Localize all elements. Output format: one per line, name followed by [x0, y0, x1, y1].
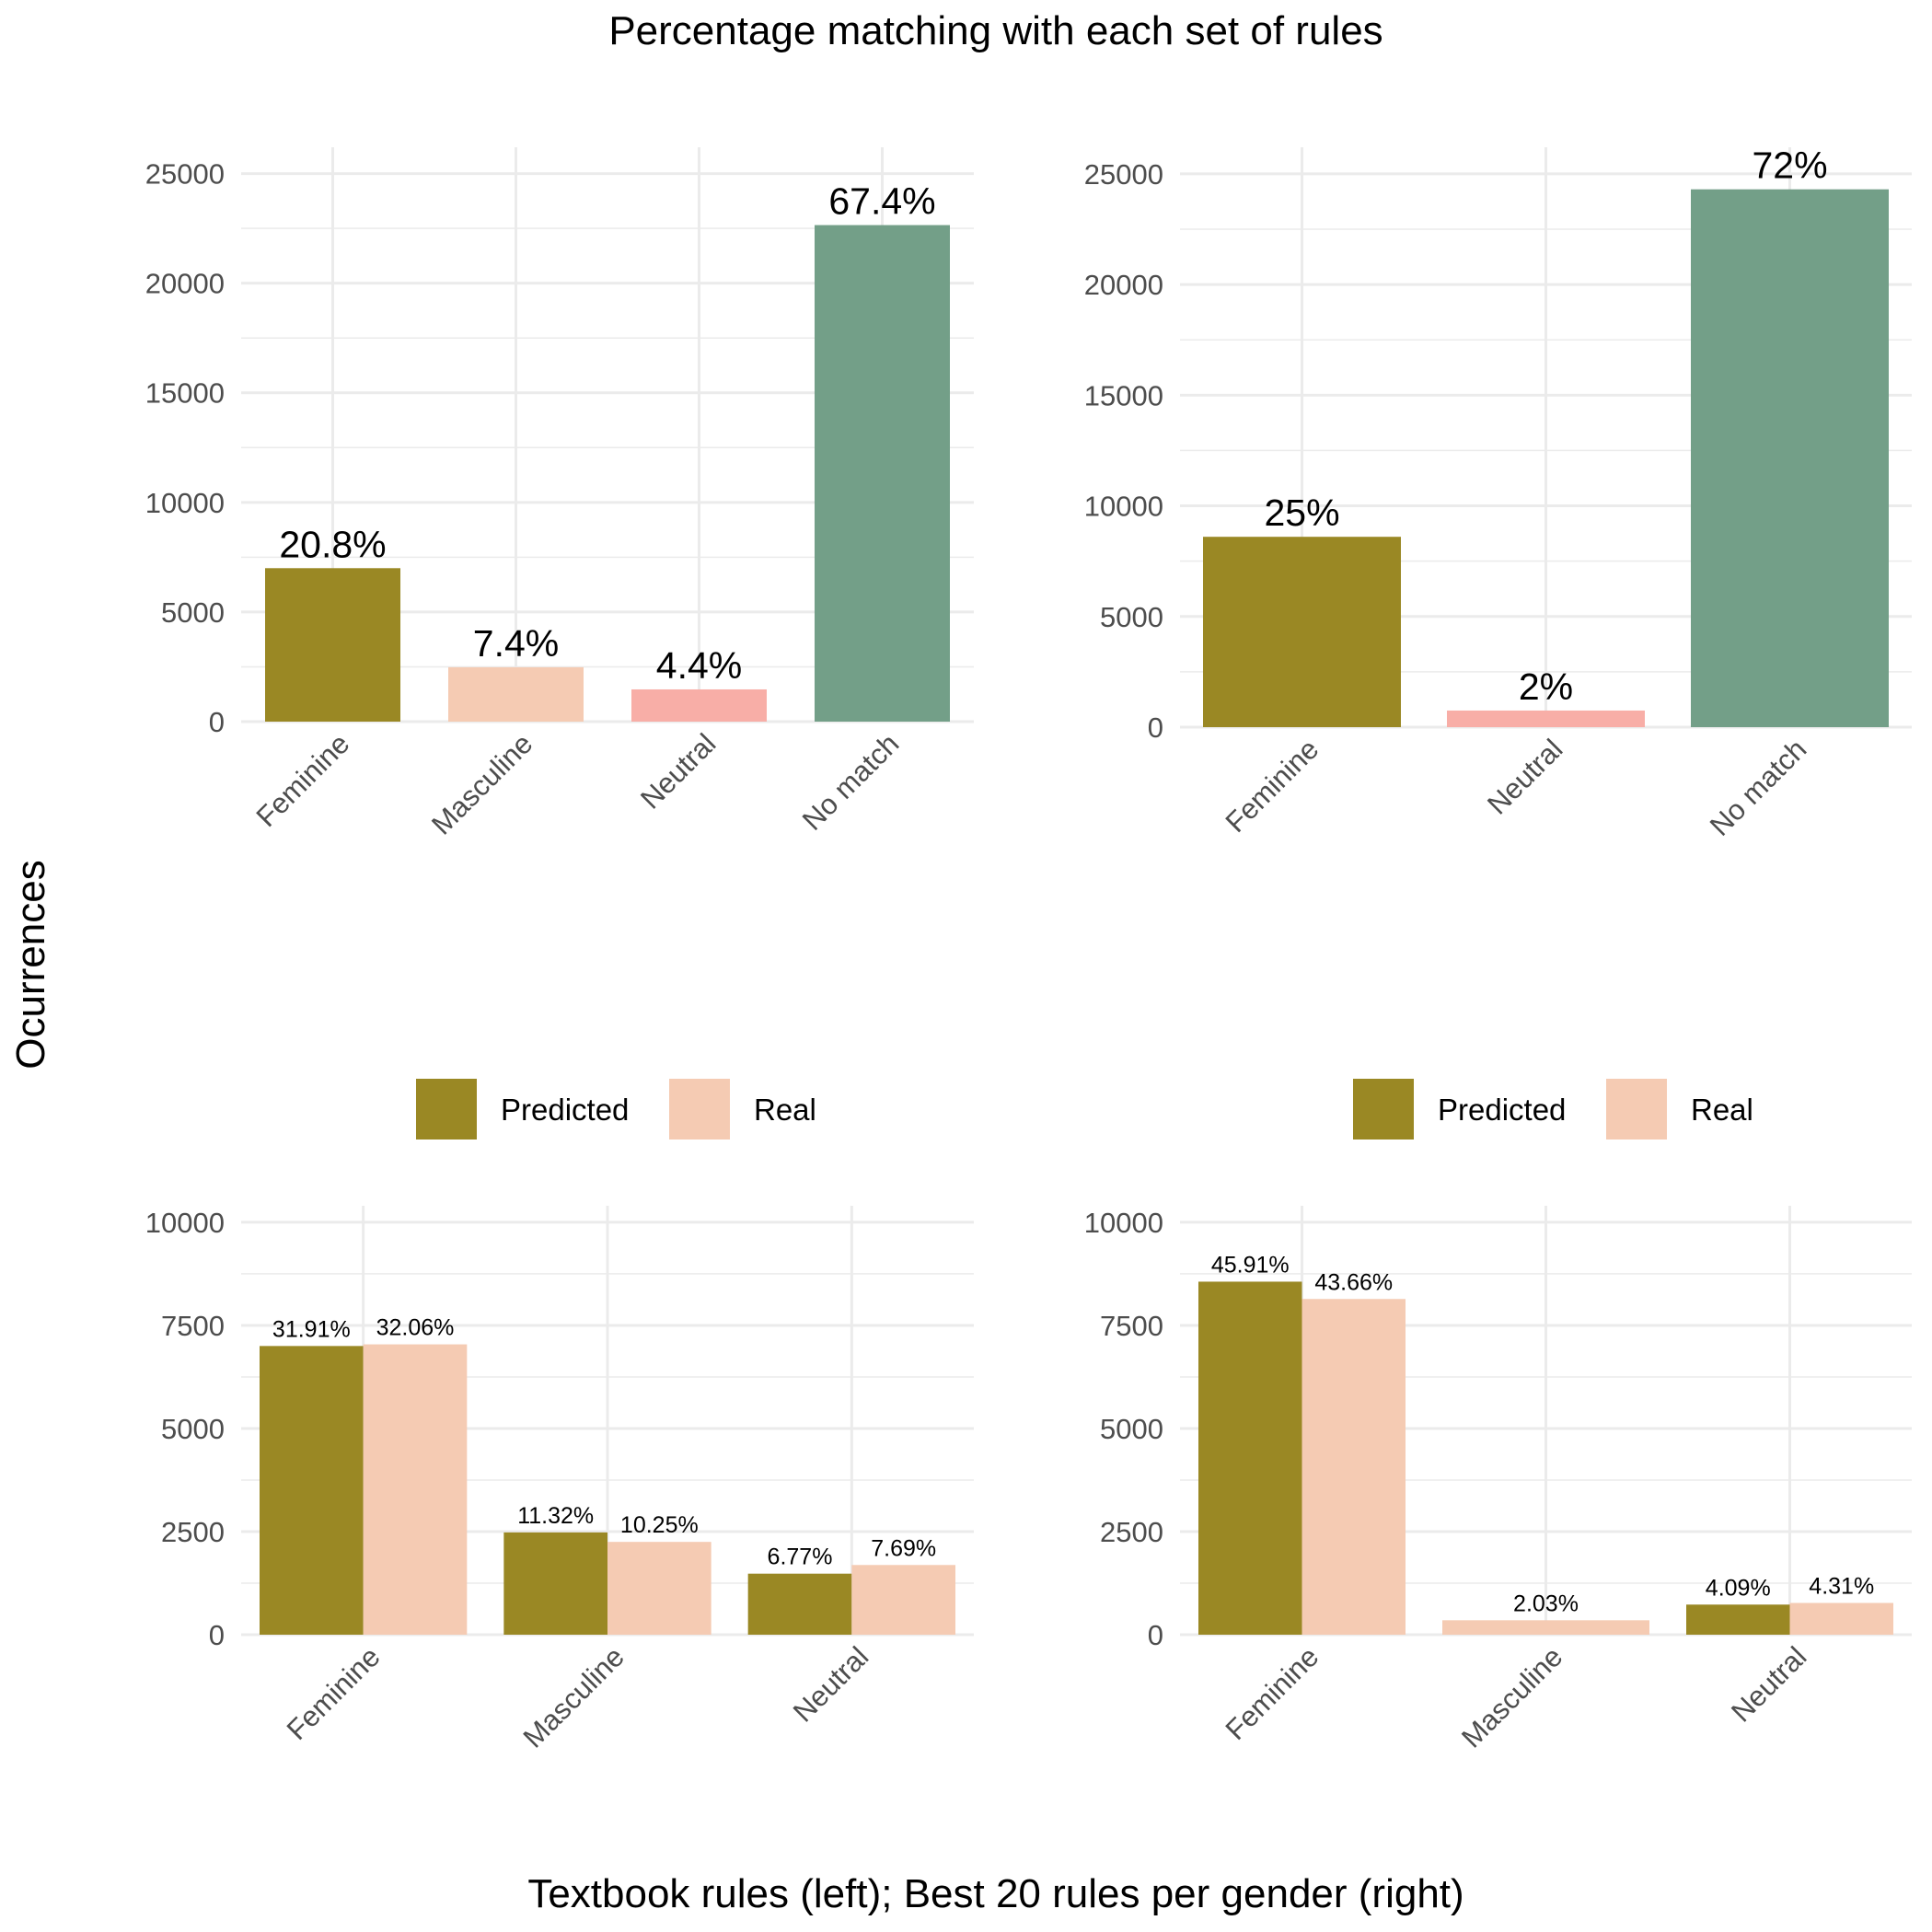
y-tick-label: 25000 [145, 158, 225, 191]
y-tick-label: 10000 [145, 487, 225, 519]
y-tick-label: 5000 [161, 596, 225, 629]
bar-neutral [631, 688, 767, 722]
bar-value-label: 2% [1519, 665, 1573, 708]
bar-value-label: 7.69% [871, 1535, 936, 1561]
legend-key-predicted [416, 1079, 477, 1140]
bar-value-label: 31.91% [272, 1316, 351, 1342]
bar-value-label: 7.4% [473, 622, 559, 665]
bar-value-label: 4.31% [1809, 1573, 1874, 1599]
bar-value-label: 25% [1264, 492, 1339, 534]
legend-key-real [1606, 1079, 1667, 1140]
legend-label-real: Real [1691, 1093, 1753, 1127]
y-tick-label: 0 [209, 1619, 225, 1651]
bar-real-neutral [851, 1565, 955, 1635]
bar-value-label: 43.66% [1314, 1269, 1393, 1295]
bar-predicted-feminine [1198, 1281, 1302, 1635]
y-tick-label: 0 [209, 706, 225, 738]
bar-value-label: 4.09% [1706, 1575, 1771, 1601]
y-tick-label: 0 [1148, 711, 1163, 744]
legend-label-predicted: Predicted [501, 1093, 629, 1127]
bar-real-masculine [1442, 1620, 1649, 1635]
bar-value-label: 67.4% [828, 180, 935, 223]
bar-value-label: 72% [1752, 145, 1827, 187]
legend-label-predicted: Predicted [1438, 1093, 1566, 1127]
y-tick-label: 15000 [145, 377, 225, 410]
y-tick-label: 10000 [1084, 491, 1163, 523]
bar-feminine [1203, 537, 1401, 727]
y-tick-label: 7500 [161, 1310, 225, 1342]
bar-predicted-feminine [260, 1346, 364, 1635]
y-tick-label: 5000 [1100, 1413, 1163, 1445]
bar-real-feminine [1301, 1299, 1406, 1635]
y-tick-label: 0 [1148, 1619, 1163, 1651]
bar-predicted-neutral [747, 1573, 852, 1635]
bar-value-label: 20.8% [279, 523, 386, 565]
y-tick-label: 2500 [1100, 1516, 1163, 1548]
y-tick-label: 2500 [161, 1516, 225, 1548]
bar-value-label: 10.25% [620, 1512, 699, 1538]
panel-top-left: 0 5000 10000 15000 20000 25000 20.8% 7.4% 4.4% 67… [145, 147, 974, 841]
y-tick-label: 15000 [1084, 379, 1163, 411]
y-tick-label: 20000 [1084, 269, 1163, 301]
bar-no-match [815, 225, 950, 722]
legend-key-predicted [1353, 1079, 1414, 1140]
legend-label-real: Real [754, 1093, 816, 1127]
bar-feminine [265, 568, 400, 722]
y-axis-title: Ocurrences [8, 860, 53, 1069]
legend-right: Predicted Real [1353, 1079, 1753, 1140]
bar-neutral [1447, 710, 1645, 727]
bar-predicted-neutral [1686, 1604, 1790, 1635]
chart-title: Percentage matching with each set of rul… [608, 8, 1382, 53]
bar-value-label: 45.91% [1211, 1252, 1290, 1278]
bar-predicted-masculine [503, 1532, 607, 1635]
bar-value-label: 32.06% [376, 1315, 455, 1341]
x-axis-title: Textbook rules (left); Best 20 rules per… [527, 1871, 1463, 1916]
legends: Predicted Real Predicted Real [416, 1079, 1753, 1140]
y-tick-label: 25000 [1084, 158, 1163, 191]
bar-value-label: 4.4% [656, 644, 742, 687]
bar-value-label: 11.32% [517, 1503, 594, 1529]
y-tick-label: 20000 [145, 268, 225, 300]
y-tick-label: 5000 [161, 1413, 225, 1445]
y-tick-label: 5000 [1100, 601, 1163, 633]
y-tick-label: 7500 [1100, 1310, 1163, 1342]
bar-real-feminine [363, 1344, 468, 1635]
bar-real-masculine [607, 1542, 711, 1635]
legend-key-real [669, 1079, 730, 1140]
bar-real-neutral [1789, 1602, 1893, 1635]
bar-value-label: 2.03% [1513, 1591, 1579, 1616]
y-tick-label: 10000 [1084, 1207, 1163, 1239]
y-tick-label: 10000 [145, 1207, 225, 1239]
legend-left: Predicted Real [416, 1079, 816, 1140]
bar-no-match [1691, 189, 1889, 728]
bar-value-label: 6.77% [768, 1544, 833, 1570]
bar-masculine [448, 666, 584, 722]
